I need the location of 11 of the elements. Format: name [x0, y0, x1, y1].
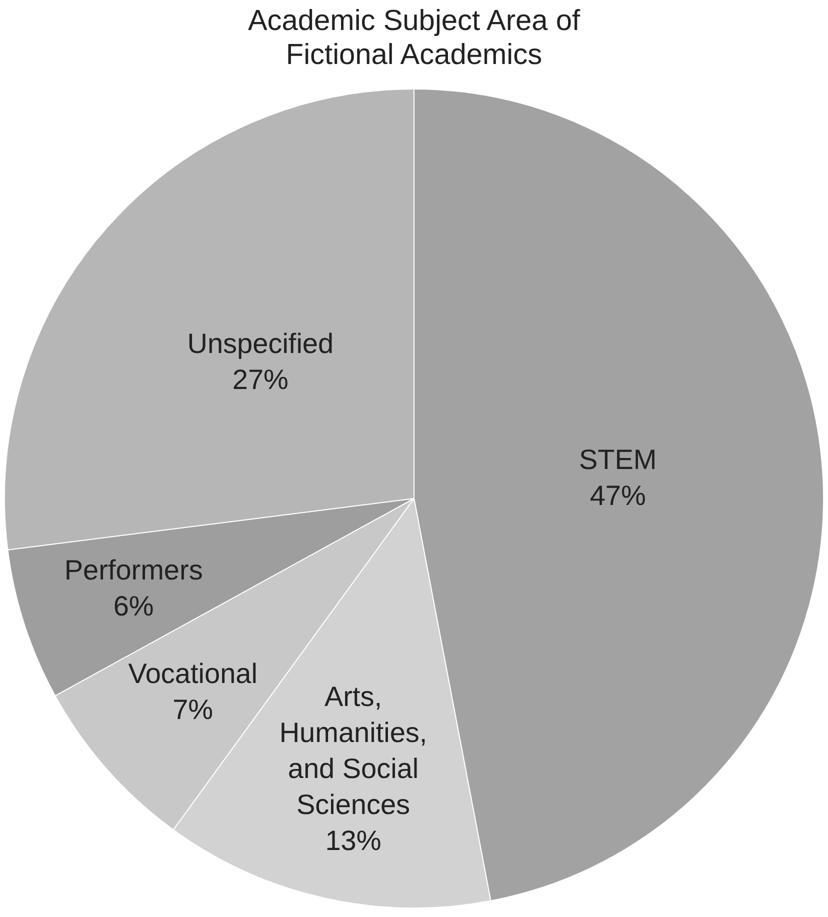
- slice-label: Performers: [64, 554, 203, 586]
- data-label: 27%: [232, 364, 288, 395]
- slice-label: Vocational: [128, 658, 258, 690]
- data-label: 6%: [113, 590, 154, 622]
- data-label: 47%: [590, 480, 646, 511]
- slice-label: Arts, Humanities, and Social Sciences: [279, 680, 428, 820]
- slice-label: Unspecified: [187, 328, 334, 359]
- chart-title: Academic Subject Area of Fictional Academics: [246, 4, 582, 73]
- slice-label: STEM: [578, 444, 657, 475]
- data-label: 7%: [172, 694, 214, 726]
- data-label: 13%: [325, 824, 382, 856]
